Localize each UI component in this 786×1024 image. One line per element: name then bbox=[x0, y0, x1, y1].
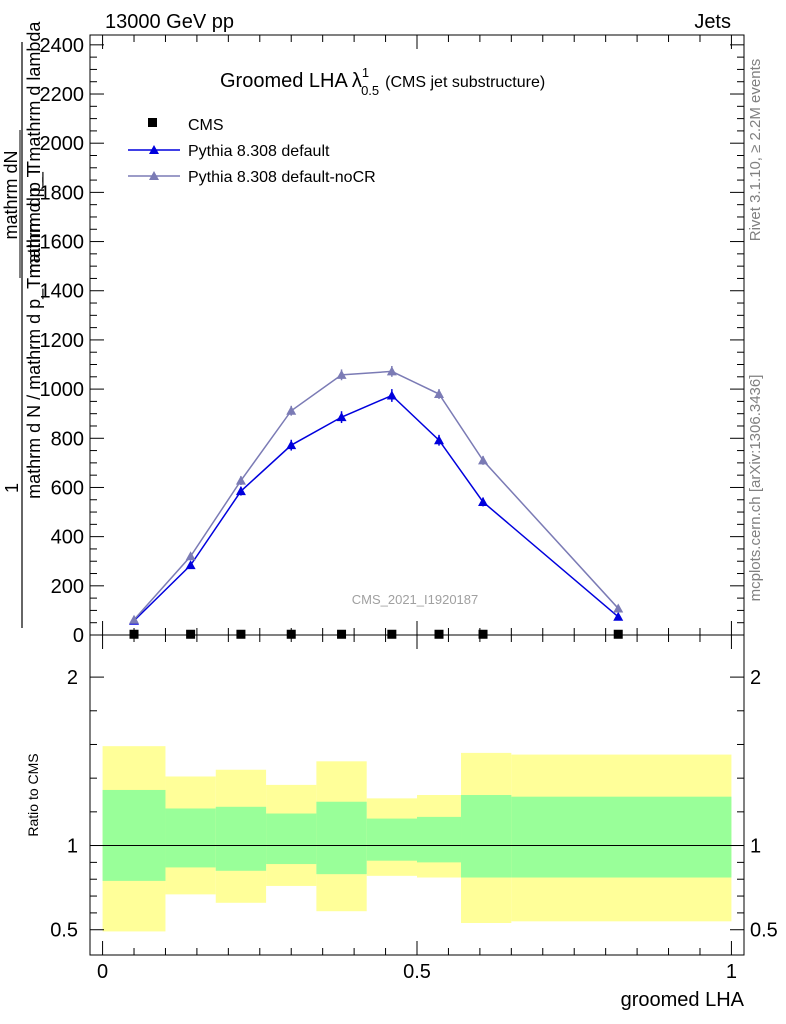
ratio-band-1 bbox=[461, 795, 512, 878]
series-2 bbox=[129, 365, 624, 624]
ratio-y-tick-label: 1 bbox=[67, 836, 78, 858]
data-point-square bbox=[186, 629, 196, 639]
ratio-y-axis-label: Ratio to CMS bbox=[25, 753, 41, 836]
ratio-band-1 bbox=[215, 806, 267, 871]
ratio-y-tick-label: 2 bbox=[67, 667, 78, 689]
header-right-label: Jets bbox=[694, 11, 731, 33]
chart-title: Groomed LHA λ1 0.5 (CMS jet substructure) bbox=[220, 65, 545, 98]
x-axis-label: groomed LHA bbox=[621, 989, 745, 1011]
ratio-bands-layer bbox=[102, 746, 732, 932]
data-point-triangle bbox=[129, 614, 140, 624]
main-plot-panel: 0 200 400 600 800 1000 1200 1400 1600 1800 2000 220… bbox=[1, 21, 745, 647]
main-y-tick-label: 600 bbox=[51, 477, 84, 499]
data-point-square bbox=[286, 629, 296, 639]
main-y-tick-label: 1200 bbox=[40, 330, 85, 352]
ratio-band-1 bbox=[102, 789, 166, 881]
legend-marker-pythia-default bbox=[149, 145, 159, 154]
ratio-band-1 bbox=[316, 801, 367, 875]
data-point-triangle bbox=[235, 475, 246, 485]
data-point-square bbox=[434, 629, 444, 639]
data-point-triangle bbox=[185, 560, 196, 570]
data-point-triangle bbox=[286, 440, 297, 450]
chart-title-text: Groomed LHA bbox=[220, 70, 348, 92]
x-tick-label: 0.5 bbox=[403, 961, 431, 983]
ratio-plot-frame bbox=[89, 634, 745, 956]
series-line bbox=[133, 370, 619, 621]
data-point-triangle bbox=[434, 389, 445, 399]
data-point-square bbox=[129, 629, 139, 639]
main-y-tick-label: 0 bbox=[73, 625, 84, 647]
main-y-tick-label: 1400 bbox=[40, 281, 85, 303]
data-point-triangle bbox=[386, 366, 397, 376]
series-line bbox=[133, 394, 619, 622]
legend-label-pythia-nocr: Pythia 8.308 default-noCR bbox=[188, 169, 376, 186]
main-y-tick-label: 400 bbox=[51, 527, 84, 549]
main-y-tick-label: 200 bbox=[51, 576, 84, 598]
data-point-triangle bbox=[478, 496, 489, 506]
legend-label-cms: CMS bbox=[188, 117, 224, 134]
data-point-triangle bbox=[613, 603, 624, 613]
data-point-triangle bbox=[434, 435, 445, 445]
ratio-y-tick-label: 0.5 bbox=[50, 920, 78, 942]
data-point-triangle bbox=[235, 486, 246, 496]
legend: CMS Pythia 8.308 default Pythia 8.308 de… bbox=[128, 117, 376, 186]
y-label-inner-numerator: mathrm dN bbox=[1, 150, 21, 239]
main-y-ticks: 0 200 400 600 800 1000 1200 1400 1600 1800 2000 220… bbox=[40, 35, 744, 647]
chart-title-suffix: (CMS jet substructure) bbox=[385, 74, 545, 91]
data-point-triangle bbox=[336, 412, 347, 422]
data-point-square bbox=[478, 629, 488, 639]
y-label-prefix: 1 bbox=[2, 483, 22, 493]
data-point-square bbox=[387, 629, 397, 639]
main-y-tick-label: 1000 bbox=[40, 379, 85, 401]
chart-title-symbol: λ bbox=[352, 70, 362, 92]
ratio-band-1 bbox=[165, 808, 216, 868]
x-tick-label: 0 bbox=[97, 961, 108, 983]
ratio-axis-ticks: 0.5 0.5 1 1 2 2 0 0.5 1 bbox=[50, 635, 778, 983]
main-y-tick-label: 1600 bbox=[40, 232, 85, 254]
legend-marker-cms bbox=[148, 118, 157, 127]
main-y-tick-label: 2200 bbox=[40, 84, 85, 106]
series-1 bbox=[129, 389, 624, 625]
mcplots-source-label: mcplots.cern.ch [arXiv:1306.3436] bbox=[747, 375, 764, 602]
ratio-y-tick-label-right: 1 bbox=[750, 836, 761, 858]
series-0 bbox=[129, 629, 623, 639]
data-point-triangle bbox=[613, 611, 624, 621]
main-y-tick-label: 2400 bbox=[40, 35, 85, 57]
chart-title-subscript: 0.5 bbox=[361, 83, 379, 98]
data-point-triangle bbox=[185, 551, 196, 561]
x-tick-label: 1 bbox=[726, 961, 737, 983]
ratio-y-tick-label-right: 2 bbox=[750, 667, 761, 689]
ratio-band-1 bbox=[511, 796, 732, 878]
data-point-square bbox=[236, 629, 246, 639]
data-point-triangle bbox=[286, 405, 297, 415]
main-y-tick-label: 1800 bbox=[40, 182, 85, 204]
ratio-band-1 bbox=[417, 816, 462, 863]
ratio-band-1 bbox=[366, 818, 417, 861]
main-series-layer bbox=[129, 365, 624, 639]
data-point-triangle bbox=[336, 369, 347, 379]
legend-label-pythia-default: Pythia 8.308 default bbox=[188, 143, 330, 160]
header-left-label: 13000 GeV pp bbox=[105, 11, 234, 33]
main-y-axis-label: 1 mathrm d N / mathrm d p_T mathrm d p_T… bbox=[1, 21, 45, 628]
ratio-plot-panel: 0.5 0.5 1 1 2 2 0 0.5 1 Ratio to CMS groomed LHA bbox=[25, 634, 778, 1011]
data-point-square bbox=[613, 629, 623, 639]
legend-marker-pythia-nocr bbox=[149, 171, 159, 180]
y-label-outer-denominator: mathrm d N / mathrm d p_T mathrm d p_T bbox=[24, 161, 45, 499]
rivet-version-label: Rivet 3.1.10, ≥ 2.2M events bbox=[747, 59, 764, 242]
main-y-tick-label: 800 bbox=[51, 428, 84, 450]
data-point-triangle bbox=[478, 455, 489, 465]
data-point-triangle bbox=[386, 390, 397, 400]
ratio-band-1 bbox=[266, 813, 317, 865]
y-label-inner-denominator: mathrm d p_T mathrm d lambda bbox=[24, 21, 45, 279]
data-point-square bbox=[337, 629, 347, 639]
analysis-label: CMS_2021_I1920187 bbox=[352, 592, 479, 607]
ratio-y-tick-label-right: 0.5 bbox=[750, 920, 778, 942]
main-y-tick-label: 2000 bbox=[40, 133, 85, 155]
chart-title-superscript: 1 bbox=[362, 65, 369, 80]
